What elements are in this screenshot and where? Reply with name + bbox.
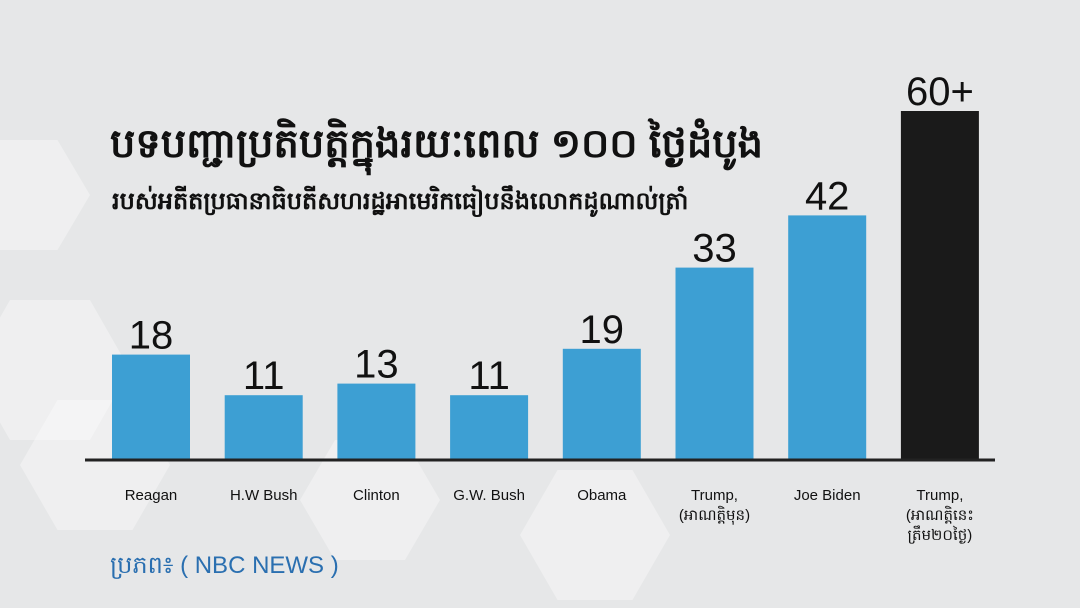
bar (224, 395, 303, 459)
data-label: 18 (129, 314, 174, 358)
category-label: H.W Bush (230, 487, 298, 504)
bar (337, 383, 416, 459)
bar (562, 348, 641, 459)
category-label: Clinton (353, 487, 400, 504)
data-label: 42 (805, 174, 850, 218)
category-label: Reagan (125, 487, 178, 504)
data-label: 19 (580, 308, 625, 352)
data-label: 13 (354, 343, 399, 387)
bar (450, 395, 529, 459)
data-label: 60+ (906, 70, 974, 114)
category-label: (អាណត្តិនេះ (906, 505, 974, 524)
bar (112, 354, 190, 459)
category-label: Trump, (916, 487, 963, 504)
chart-subtitle: របស់អតីតប្រធានាធិបតីសហរដ្ឋអាមេរិកធៀបនឹងល… (112, 188, 689, 215)
bar (675, 267, 754, 459)
data-label: 11 (243, 354, 285, 398)
category-label: G.W. Bush (453, 487, 525, 504)
category-label: (អាណត្តិមុន) (679, 505, 750, 525)
category-label: Trump, (691, 487, 738, 504)
bar (900, 111, 979, 459)
source-label: ប្រភព៖ ( NBC NEWS ) (110, 552, 339, 579)
data-label: 33 (692, 227, 737, 271)
category-label: Joe Biden (794, 487, 861, 504)
bar (788, 215, 867, 459)
category-label: Obama (577, 487, 627, 504)
chart-title: បទបញ្ជាប្រតិបត្តិក្នុងរយៈពេល ១០០ ថ្ងៃដំប… (110, 122, 763, 166)
category-label: ត្រឹម២០ថ្ងៃ) (908, 525, 973, 544)
data-label: 11 (468, 354, 510, 398)
